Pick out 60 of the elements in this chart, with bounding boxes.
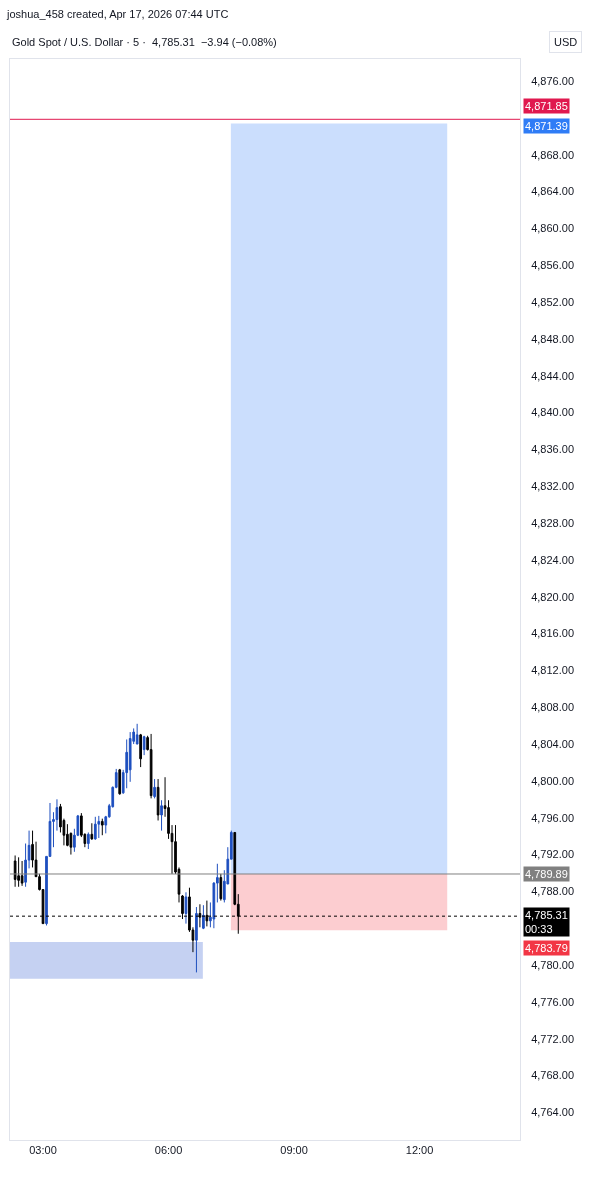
text: joshua_458 created, Apr 17, 2026 07:44 UTC (6, 8, 229, 20)
x-tick-label: 06:00 (154, 1144, 183, 1157)
y-tick-label: 4,828.00 (531, 516, 575, 529)
text: 00:33 (525, 923, 553, 936)
candlestick (17, 856, 20, 888)
candlestick (160, 799, 163, 832)
candlestick (184, 891, 188, 925)
y-tick-label: 4,848.00 (531, 332, 575, 345)
y-tick-label: 4,876.00 (531, 74, 575, 87)
text: 4,783.79 (525, 942, 568, 954)
candlestick (139, 733, 142, 768)
candlestick (153, 778, 156, 799)
candlestick (20, 860, 24, 887)
text: USD (554, 36, 578, 48)
y-tick-label: 4,768.00 (531, 1069, 575, 1082)
ref-line-label: 4,785.31 (525, 909, 568, 921)
y-tick-label: 4,836.00 (531, 443, 575, 456)
candlestick (93, 816, 97, 841)
y-tick-label: 4,840.00 (531, 406, 575, 419)
candlestick (142, 735, 146, 756)
candlestick (13, 854, 17, 888)
candlestick (219, 873, 223, 902)
y-tick-label: 4,868.00 (531, 148, 575, 161)
ref-line-label: 4,789.89 (525, 868, 568, 880)
y-tick-label: 4,804.00 (531, 737, 575, 750)
y-tick-label: 4,812.00 (531, 664, 575, 677)
chart-title: Gold Spot / U.S. Dollar · 5 · 4,785.31 −3.94 (−0.08%) (12, 36, 277, 48)
y-tick-label: 4,788.00 (531, 885, 575, 898)
text: 4,871.39 (525, 120, 568, 132)
y-tick-label: 4,796.00 (531, 811, 575, 824)
candlestick (118, 768, 122, 796)
candlestick (100, 818, 104, 836)
ref-line-label: 4,871.85 (525, 100, 568, 112)
x-tick-label: 09:00 (280, 1144, 308, 1157)
y-tick-label: 4,764.00 (531, 1106, 575, 1119)
y-tick-label: 4,860.00 (531, 222, 575, 235)
candlestick (156, 778, 160, 821)
y-tick-label: 4,856.00 (531, 259, 575, 272)
y-tick-label: 4,808.00 (531, 701, 575, 714)
candlestick (202, 904, 205, 930)
y-tick-label: 4,816.00 (531, 627, 575, 640)
y-tick-label: 4,844.00 (531, 369, 575, 382)
candlestick (86, 831, 90, 850)
candlestick (195, 906, 198, 973)
y-tick-label: 4,780.00 (531, 958, 575, 971)
candlestick (97, 815, 101, 839)
y-tick-label: 4,800.00 (531, 774, 575, 787)
y-tick-label: 4,832.00 (531, 480, 575, 493)
y-tick-label: 4,864.00 (531, 185, 575, 198)
y-tick-label: 4,792.00 (531, 848, 575, 861)
x-tick-label: 03:00 (29, 1144, 57, 1157)
candlestick (149, 733, 153, 799)
y-tick-label: 4,776.00 (531, 995, 575, 1008)
y-tick-label: 4,772.00 (531, 1032, 575, 1045)
y-tick-label: 4,820.00 (531, 590, 575, 603)
y-tick-label: 4,852.00 (531, 295, 575, 308)
candlestick (90, 822, 94, 841)
x-tick-label: 12:00 (405, 1144, 434, 1157)
candlestick (135, 723, 139, 745)
y-tick-label: 4,824.00 (531, 553, 575, 566)
